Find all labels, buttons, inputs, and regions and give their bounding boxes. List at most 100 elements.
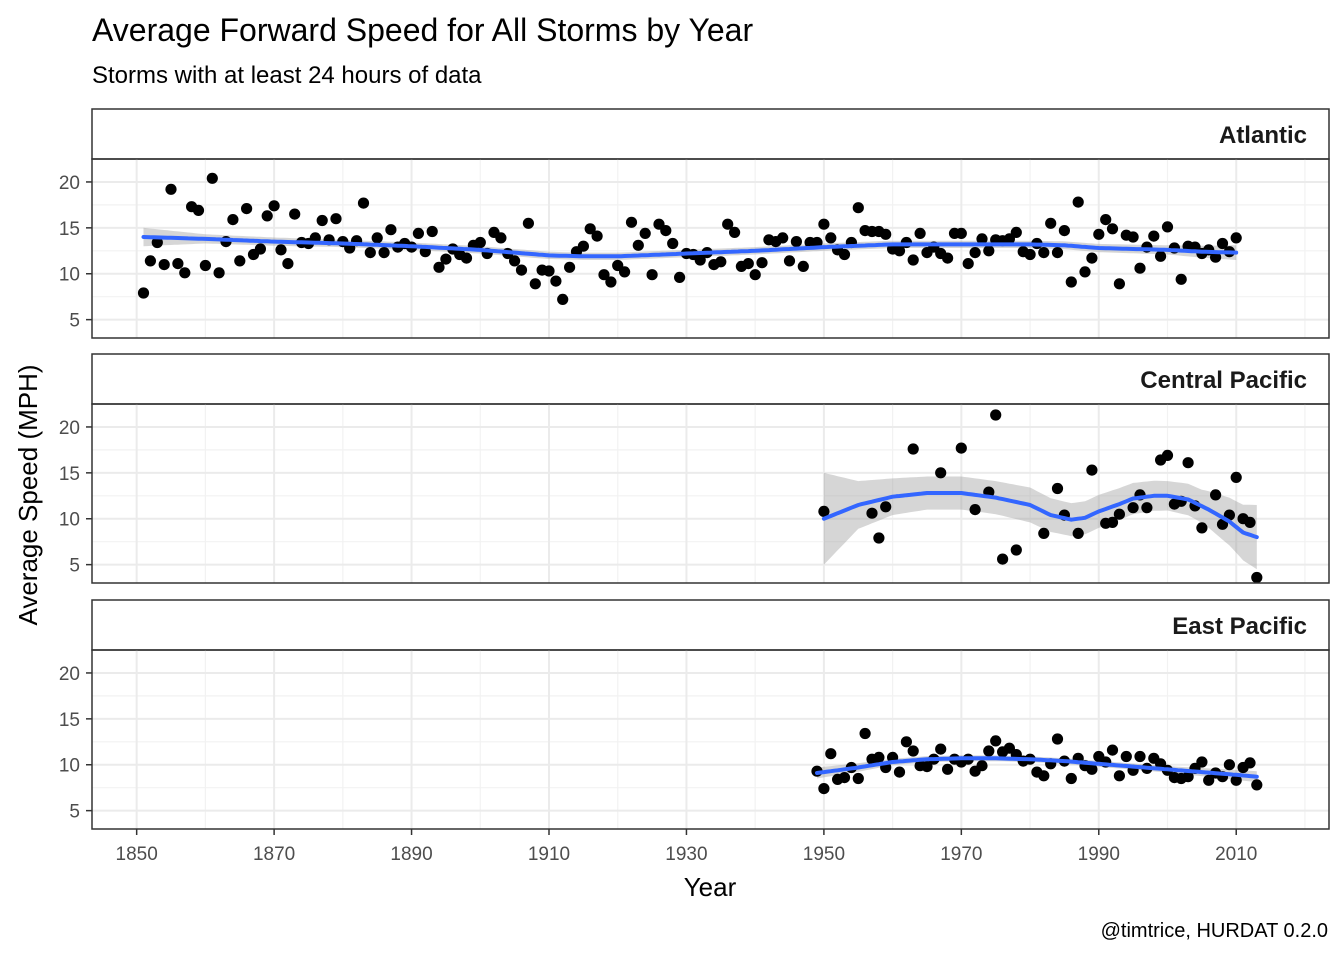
data-point xyxy=(330,213,342,225)
x-tick-label: 1970 xyxy=(940,844,982,865)
data-point xyxy=(715,256,727,268)
data-point xyxy=(282,258,294,270)
y-tick-label: 10 xyxy=(59,756,80,777)
data-point xyxy=(935,467,947,479)
data-point xyxy=(818,218,830,230)
facet-panel: Central Pacific 5 10 15 20 xyxy=(59,353,1330,584)
data-point xyxy=(729,226,741,238)
data-point xyxy=(577,240,590,252)
data-point xyxy=(1155,250,1167,262)
data-point xyxy=(1093,228,1105,240)
y-tick-label: 5 xyxy=(69,311,80,332)
panel-border xyxy=(91,403,1330,584)
data-point xyxy=(550,275,562,287)
data-point xyxy=(144,255,156,267)
y-tick-label: 10 xyxy=(59,510,80,531)
data-point xyxy=(811,236,823,249)
data-point xyxy=(433,261,445,273)
data-point xyxy=(1230,471,1242,483)
data-point xyxy=(522,217,535,229)
x-tick-label: 2010 xyxy=(1215,844,1257,865)
data-point xyxy=(371,232,383,244)
data-point xyxy=(893,245,906,257)
data-point xyxy=(632,239,644,251)
data-point xyxy=(667,237,679,250)
data-point xyxy=(1038,527,1050,540)
data-point xyxy=(529,278,541,290)
data-point xyxy=(275,244,287,256)
data-point xyxy=(213,267,225,279)
data-point xyxy=(873,751,885,764)
data-point xyxy=(646,269,658,281)
panel-border xyxy=(91,649,1330,830)
data-point xyxy=(1051,733,1064,745)
data-point xyxy=(976,233,988,245)
data-point xyxy=(777,232,789,244)
data-point xyxy=(1127,231,1139,243)
data-point xyxy=(1230,232,1242,244)
data-point xyxy=(1161,449,1174,461)
x-tick-label: 1850 xyxy=(116,844,158,865)
data-point xyxy=(756,257,768,269)
data-point xyxy=(1113,508,1125,520)
data-point xyxy=(515,264,528,276)
y-axis-title: Average Speed (MPH) xyxy=(13,364,43,625)
data-point xyxy=(742,258,754,270)
x-tick-label: 1890 xyxy=(390,844,432,865)
data-point xyxy=(440,253,452,265)
data-point xyxy=(942,763,954,775)
x-tick-label: 1950 xyxy=(803,844,845,865)
data-point xyxy=(1038,770,1050,782)
data-point xyxy=(818,783,830,795)
data-point xyxy=(1251,779,1263,791)
data-point xyxy=(990,735,1002,747)
data-point xyxy=(234,255,246,267)
data-point xyxy=(1210,489,1222,501)
data-point xyxy=(1216,518,1229,530)
data-point xyxy=(241,203,253,215)
data-point xyxy=(1148,230,1160,242)
data-point xyxy=(1072,527,1084,540)
data-point xyxy=(1134,750,1146,763)
panel-border xyxy=(91,158,1330,339)
data-point xyxy=(1216,237,1229,250)
data-point xyxy=(660,225,672,237)
facet-strip-label: Atlantic xyxy=(1219,122,1307,149)
data-point xyxy=(1086,252,1098,264)
data-point xyxy=(179,267,191,279)
data-point xyxy=(907,443,919,455)
data-point xyxy=(990,409,1002,421)
x-tick-label: 1930 xyxy=(665,844,707,865)
data-point xyxy=(1065,276,1077,288)
facet-strip xyxy=(91,353,1330,405)
data-point xyxy=(674,271,686,283)
data-point xyxy=(172,258,184,270)
data-point xyxy=(385,224,397,236)
data-point xyxy=(1038,247,1050,259)
data-point xyxy=(460,252,473,264)
data-point xyxy=(137,287,150,299)
data-point xyxy=(1106,744,1119,756)
chart-subtitle: Storms with at least 24 hours of data xyxy=(92,62,482,89)
data-point xyxy=(838,248,851,261)
x-axis-title: Year xyxy=(684,872,737,902)
data-point xyxy=(261,210,273,222)
facet-strip xyxy=(91,108,1330,160)
data-point xyxy=(1065,772,1077,785)
data-point xyxy=(1079,266,1091,278)
y-tick-label: 5 xyxy=(69,802,80,823)
data-point xyxy=(1244,757,1256,769)
data-point xyxy=(997,553,1009,565)
data-point xyxy=(976,760,988,772)
chart-title: Average Forward Speed for All Storms by … xyxy=(92,12,753,48)
data-point xyxy=(914,227,926,239)
data-point xyxy=(852,772,864,785)
data-point xyxy=(625,216,638,228)
data-point xyxy=(1010,226,1022,238)
data-point xyxy=(1196,756,1208,768)
data-point xyxy=(1251,571,1263,584)
smooth-line xyxy=(821,491,1259,540)
y-tick-label: 15 xyxy=(59,464,80,485)
data-point xyxy=(1051,482,1064,495)
